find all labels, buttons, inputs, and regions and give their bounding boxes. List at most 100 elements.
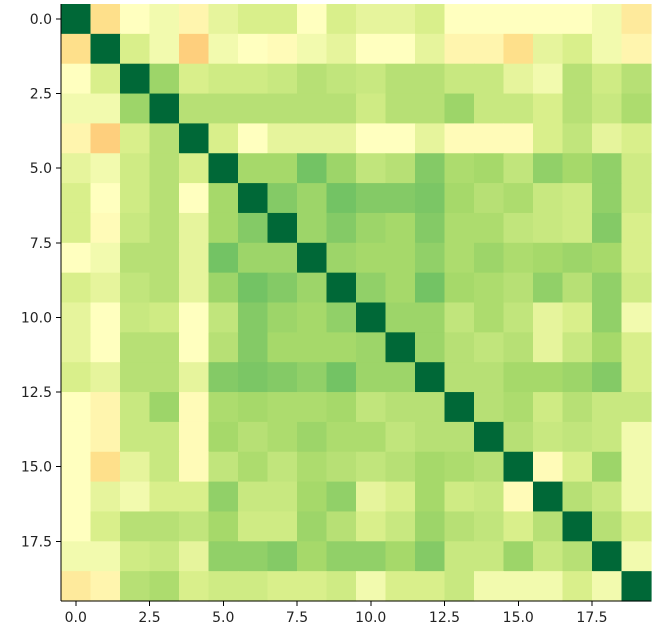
x-tick-label-5: 12.5 [429, 610, 460, 626]
heatmap-cell-11-5 [208, 332, 239, 363]
heatmap-cell-19-11 [385, 571, 416, 602]
heatmap-cell-10-17 [562, 302, 593, 333]
heatmap-cell-19-12 [415, 571, 446, 602]
heatmap-cell-6-15 [503, 183, 534, 214]
heatmap-cell-1-2 [120, 33, 151, 65]
heatmap-cell-3-0 [61, 93, 92, 124]
heatmap-cell-19-9 [326, 571, 357, 602]
heatmap-cell-13-8 [297, 392, 328, 423]
heatmap-cell-9-13 [444, 272, 475, 304]
heatmap-cell-15-9 [326, 451, 357, 483]
heatmap-cell-7-9 [326, 212, 357, 244]
heatmap-cell-10-13 [444, 302, 475, 333]
heatmap-cell-16-0 [61, 481, 92, 513]
heatmap-cell-7-0 [61, 212, 92, 244]
heatmap-cell-2-9 [326, 63, 357, 95]
heatmap-cell-19-13 [444, 571, 475, 602]
heatmap-cell-6-4 [179, 183, 210, 214]
heatmap-cell-12-7 [267, 362, 298, 393]
heatmap-cell-14-5 [208, 421, 239, 453]
heatmap-cell-6-13 [444, 183, 475, 214]
heatmap-cell-1-5 [208, 33, 239, 65]
heatmap-cell-8-7 [267, 242, 298, 274]
heatmap-cell-13-12 [415, 392, 446, 423]
heatmap-cell-17-2 [120, 511, 151, 542]
heatmap-cell-17-19 [621, 511, 652, 542]
heatmap-cell-5-4 [179, 153, 210, 184]
heatmap-cell-12-12 [415, 362, 446, 393]
heatmap-cell-9-17 [562, 272, 593, 304]
heatmap-cell-18-2 [120, 541, 151, 572]
x-tick-label-3: 7.5 [286, 610, 308, 626]
y-tick-label-0: 0.0 [30, 12, 52, 28]
heatmap-cell-16-18 [592, 481, 623, 513]
heatmap-cell-13-19 [621, 392, 652, 423]
heatmap-cell-6-16 [533, 183, 564, 214]
heatmap-cell-4-0 [61, 123, 92, 154]
heatmap-cell-18-16 [533, 541, 564, 572]
heatmap-cell-17-10 [356, 511, 387, 542]
heatmap-cell-11-11 [385, 332, 416, 363]
heatmap-cell-13-16 [533, 392, 564, 423]
heatmap-cell-3-13 [444, 93, 475, 124]
heatmap-cell-4-10 [356, 123, 387, 154]
heatmap-cell-9-3 [149, 272, 180, 304]
heatmap-cell-7-8 [297, 212, 328, 244]
heatmap-cell-1-18 [592, 33, 623, 65]
heatmap-cell-16-19 [621, 481, 652, 513]
heatmap-cell-9-18 [592, 272, 623, 304]
heatmap-cell-15-16 [533, 451, 564, 483]
heatmap-cell-17-11 [385, 511, 416, 542]
heatmap-cell-12-6 [238, 362, 269, 393]
heatmap-cell-15-8 [297, 451, 328, 483]
heatmap-cell-3-11 [385, 93, 416, 124]
heatmap-cell-17-3 [149, 511, 180, 542]
heatmap-cell-15-1 [90, 451, 121, 483]
heatmap-cell-12-5 [208, 362, 239, 393]
heatmap-cell-16-3 [149, 481, 180, 513]
heatmap-cell-11-10 [356, 332, 387, 363]
heatmap-cell-16-1 [90, 481, 121, 513]
heatmap-cell-14-6 [238, 421, 269, 453]
heatmap-cell-10-8 [297, 302, 328, 333]
heatmap-cell-3-8 [297, 93, 328, 124]
heatmap-cell-1-14 [474, 33, 505, 65]
heatmap-cell-3-1 [90, 93, 121, 124]
heatmap-cell-3-7 [267, 93, 298, 124]
heatmap-cell-8-13 [444, 242, 475, 274]
heatmap-cell-15-19 [621, 451, 652, 483]
heatmap-cell-8-18 [592, 242, 623, 274]
heatmap-cell-18-19 [621, 541, 652, 572]
heatmap-cell-4-13 [444, 123, 475, 154]
heatmap-cell-18-11 [385, 541, 416, 572]
heatmap-cell-11-14 [474, 332, 505, 363]
heatmap-cell-5-3 [149, 153, 180, 184]
heatmap-cell-9-1 [90, 272, 121, 304]
heatmap-cell-17-12 [415, 511, 446, 542]
heatmap-cell-3-4 [179, 93, 210, 124]
heatmap-cell-17-13 [444, 511, 475, 542]
heatmap-cell-9-19 [621, 272, 652, 304]
heatmap-cell-9-15 [503, 272, 534, 304]
heatmap-cell-13-4 [179, 392, 210, 423]
heatmap-cell-15-11 [385, 451, 416, 483]
heatmap-cell-16-16 [533, 481, 564, 513]
heatmap-cell-6-1 [90, 183, 121, 214]
heatmap-cell-17-5 [208, 511, 239, 542]
heatmap-cell-1-3 [149, 33, 180, 65]
heatmap-cell-12-8 [297, 362, 328, 393]
heatmap-cell-0-12 [415, 4, 446, 35]
heatmap-cell-3-18 [592, 93, 623, 124]
heatmap-cell-19-14 [474, 571, 505, 602]
heatmap-cell-16-11 [385, 481, 416, 513]
heatmap-cell-3-16 [533, 93, 564, 124]
heatmap-cell-7-4 [179, 212, 210, 244]
x-axis-ticks: 0.0 2.5 5.0 7.5 10.0 12.5 15.0 17.5 [65, 601, 608, 626]
heatmap-cell-3-6 [238, 93, 269, 124]
heatmap-cell-7-10 [356, 212, 387, 244]
heatmap-cell-8-2 [120, 242, 151, 274]
heatmap-cell-9-6 [238, 272, 269, 304]
x-tick-label-6: 15.0 [503, 610, 534, 626]
x-tick-label-1: 2.5 [138, 610, 160, 626]
